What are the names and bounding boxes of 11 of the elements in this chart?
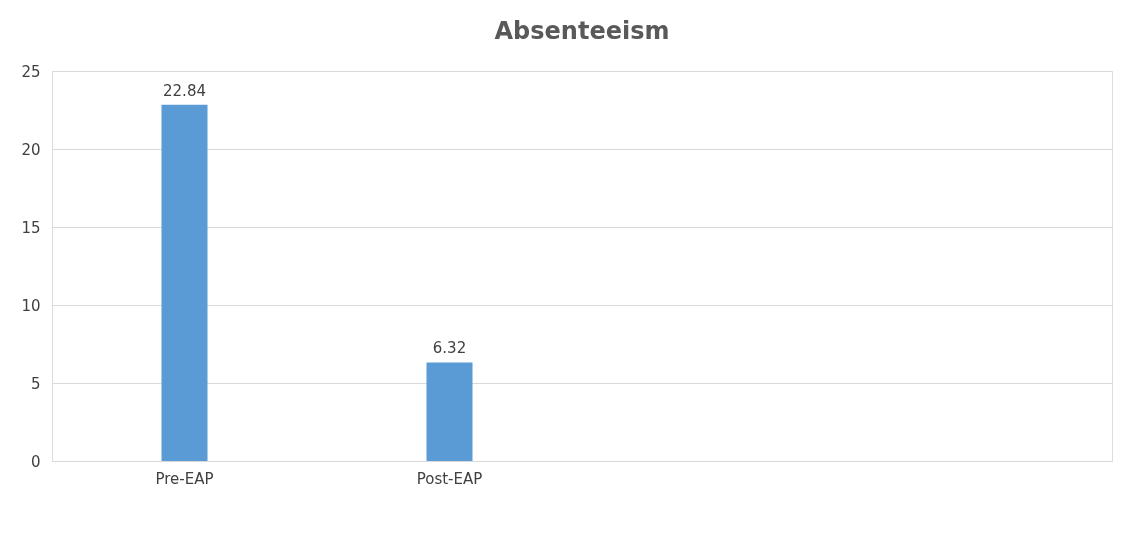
x-tick-label: Pre-EAP xyxy=(155,469,214,488)
y-tick-label: 15 xyxy=(21,218,41,237)
x-tick-label: Post-EAP xyxy=(416,469,483,488)
y-tick-label: 5 xyxy=(30,374,41,393)
data-label: 22.84 xyxy=(163,81,206,100)
y-tick-label: 10 xyxy=(21,296,41,315)
chart-title: Absenteeism xyxy=(494,17,670,45)
data-label: 6.32 xyxy=(432,339,467,358)
y-tick-label: 20 xyxy=(21,140,41,159)
y-tick-label: 0 xyxy=(30,452,41,471)
y-tick-label: 25 xyxy=(21,62,41,81)
